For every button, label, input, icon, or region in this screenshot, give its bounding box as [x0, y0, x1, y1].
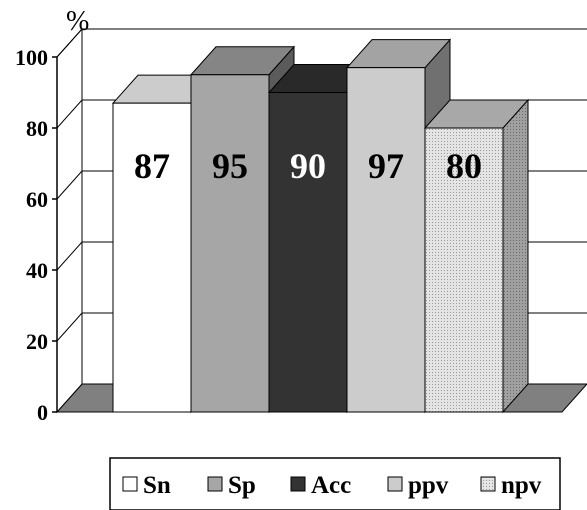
legend-swatch-sn	[122, 476, 138, 492]
side-wall	[56, 27, 83, 414]
y-tick-label: 40	[26, 258, 48, 283]
value-label-acc: 90	[290, 146, 326, 186]
legend-swatch-ppv	[387, 476, 403, 492]
y-tick-label: 80	[26, 116, 48, 141]
gridline	[56, 28, 587, 58]
legend-swatch-acc	[290, 476, 306, 492]
legend: Sn Sp Acc ppv npv	[109, 457, 561, 510]
y-tick-label: 0	[37, 400, 48, 425]
value-label-sn: 87	[134, 146, 170, 186]
legend-label-sn: Sn	[143, 472, 171, 499]
legend-label-sp: Sp	[228, 472, 256, 499]
bar-side	[502, 98, 529, 414]
y-axis: 0 20 40 60 80 100	[15, 45, 58, 425]
bar-front	[190, 74, 270, 413]
y-tick-label: 100	[15, 45, 48, 70]
value-label-npv: 80	[446, 146, 482, 186]
y-tick-label: 60	[26, 187, 48, 212]
legend-swatch-npv	[480, 476, 496, 492]
legend-label-acc: Acc	[311, 472, 351, 499]
legend-label-npv: npv	[501, 472, 542, 499]
legend-label-ppv: ppv	[408, 472, 449, 499]
value-label-sp: 95	[212, 146, 248, 186]
bars	[111, 38, 530, 414]
y-tick-label: 20	[26, 329, 48, 354]
bar-front	[268, 92, 348, 413]
bar-front	[346, 67, 426, 413]
value-label-ppv: 97	[368, 146, 404, 186]
bar-front	[424, 127, 504, 413]
legend-swatch-sp	[207, 476, 223, 492]
bar-npv	[423, 98, 530, 414]
y-axis-unit: %	[66, 6, 89, 37]
value-labels: 87 95 90 97 80	[134, 146, 482, 186]
